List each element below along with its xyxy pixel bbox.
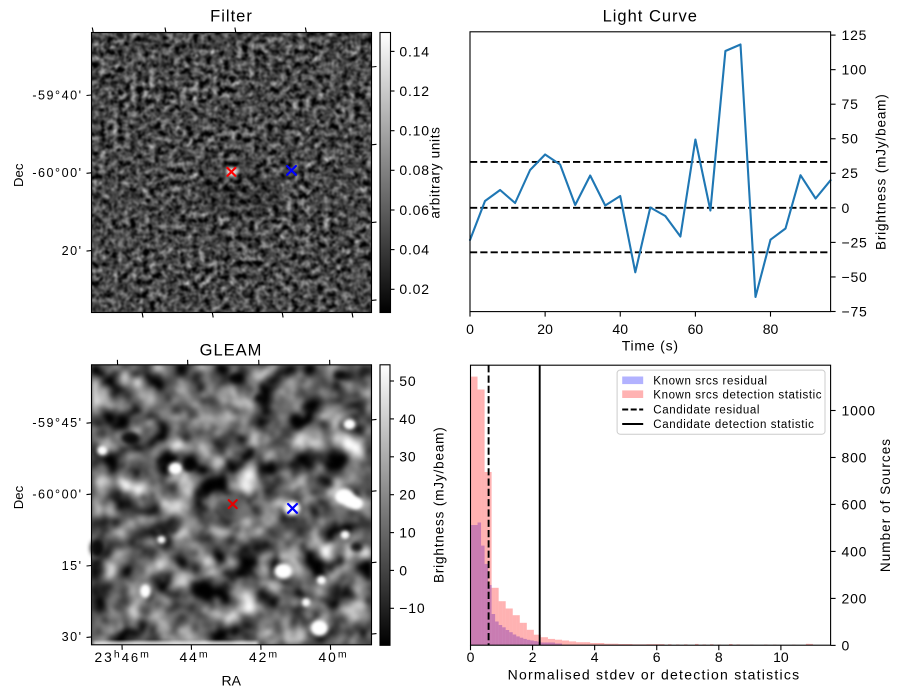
svg-text:0.12: 0.12	[399, 83, 429, 99]
svg-text:-60°00': -60°00'	[32, 166, 82, 180]
svg-text:1000: 1000	[842, 402, 876, 418]
svg-text:10: 10	[773, 649, 789, 665]
svg-text:0.02: 0.02	[399, 281, 429, 297]
svg-text:Brightness (mJy/beam): Brightness (mJy/beam)	[432, 426, 447, 583]
svg-text:Dec: Dec	[11, 163, 26, 187]
svg-text:Normalised stdev or detection: Normalised stdev or detection statistics	[508, 667, 801, 683]
svg-text:−10: −10	[399, 600, 425, 616]
svg-text:60: 60	[688, 321, 704, 337]
svg-text:0: 0	[467, 649, 475, 665]
svg-text:40: 40	[399, 411, 416, 427]
svg-text:23h46m: 23h46m	[95, 649, 151, 666]
svg-text:Known srcs detection statistic: Known srcs detection statistic	[653, 389, 822, 401]
svg-text:Candidate detection statistic: Candidate detection statistic	[653, 419, 814, 431]
svg-text:Filter: Filter	[210, 8, 253, 26]
svg-text:-59°40': -59°40'	[32, 88, 82, 102]
svg-text:0: 0	[842, 637, 851, 653]
svg-text:Number of Sources: Number of Sources	[878, 438, 893, 572]
svg-text:−50: −50	[842, 269, 868, 285]
svg-text:0: 0	[842, 200, 851, 216]
svg-text:800: 800	[842, 449, 868, 465]
svg-text:0.08: 0.08	[399, 162, 429, 178]
svg-text:−25: −25	[842, 234, 868, 250]
svg-text:40: 40	[612, 321, 628, 337]
svg-text:-60°00': -60°00'	[32, 487, 82, 501]
svg-text:20: 20	[399, 487, 416, 503]
svg-text:Brightness (mJy/beam): Brightness (mJy/beam)	[874, 93, 889, 250]
svg-text:20: 20	[537, 321, 553, 337]
svg-text:125: 125	[842, 27, 868, 43]
svg-text:50: 50	[399, 373, 416, 389]
svg-text:75: 75	[842, 96, 859, 112]
svg-text:4: 4	[591, 649, 599, 665]
svg-text:0.04: 0.04	[399, 242, 429, 258]
svg-text:Light Curve: Light Curve	[603, 8, 698, 26]
svg-text:Candidate residual: Candidate residual	[653, 405, 760, 417]
svg-text:0: 0	[399, 562, 408, 578]
svg-text:Dec: Dec	[11, 485, 26, 509]
svg-text:8: 8	[715, 649, 723, 665]
svg-text:arbitrary units: arbitrary units	[428, 126, 443, 218]
svg-text:20': 20'	[62, 244, 83, 258]
svg-text:Time (s): Time (s)	[622, 338, 679, 354]
svg-text:15': 15'	[62, 559, 83, 573]
svg-text:400: 400	[842, 543, 868, 559]
svg-text:0.14: 0.14	[399, 43, 429, 59]
svg-text:100: 100	[842, 62, 868, 78]
svg-text:−75: −75	[842, 303, 868, 319]
svg-text:50: 50	[842, 131, 859, 147]
svg-text:2: 2	[529, 649, 537, 665]
svg-text:0.06: 0.06	[399, 202, 429, 218]
svg-text:30': 30'	[62, 630, 83, 644]
svg-text:-59°45': -59°45'	[32, 416, 82, 430]
svg-text:10: 10	[399, 525, 416, 541]
svg-text:25: 25	[842, 165, 859, 181]
svg-text:0: 0	[466, 321, 474, 337]
svg-text:600: 600	[842, 496, 868, 512]
svg-text:80: 80	[763, 321, 779, 337]
svg-text:GLEAM: GLEAM	[200, 342, 263, 360]
svg-text:30: 30	[399, 449, 416, 465]
svg-text:Known srcs residual: Known srcs residual	[653, 376, 767, 388]
svg-text:0.10: 0.10	[399, 123, 429, 139]
svg-text:RA: RA	[221, 673, 241, 689]
svg-text:6: 6	[653, 649, 661, 665]
svg-text:200: 200	[842, 590, 868, 606]
